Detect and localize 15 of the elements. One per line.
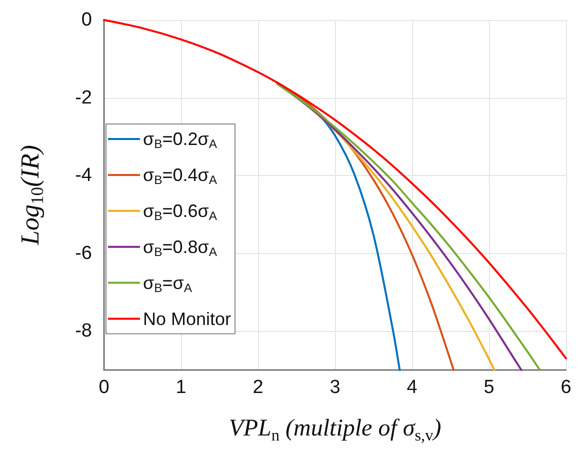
line-series xyxy=(314,112,496,371)
y-axis-title: Log10(IR) xyxy=(15,145,47,246)
y-tick-label: -8 xyxy=(75,320,92,342)
y-tick-label: -6 xyxy=(75,242,92,264)
y-tick-label: 0 xyxy=(81,10,92,30)
x-tick-label: 3 xyxy=(330,377,340,398)
x-tick-label: 5 xyxy=(484,377,494,398)
y-tick-label: -2 xyxy=(75,87,92,108)
y-tick-label: -4 xyxy=(75,165,92,186)
x-tick-label: 6 xyxy=(560,377,572,398)
legend-label: No Monitor xyxy=(143,308,232,329)
x-tick-label: 4 xyxy=(406,377,418,398)
x-tick-label: 1 xyxy=(176,377,186,398)
x-tick-label: 0 xyxy=(98,377,110,398)
x-tick-label: 2 xyxy=(252,377,264,398)
